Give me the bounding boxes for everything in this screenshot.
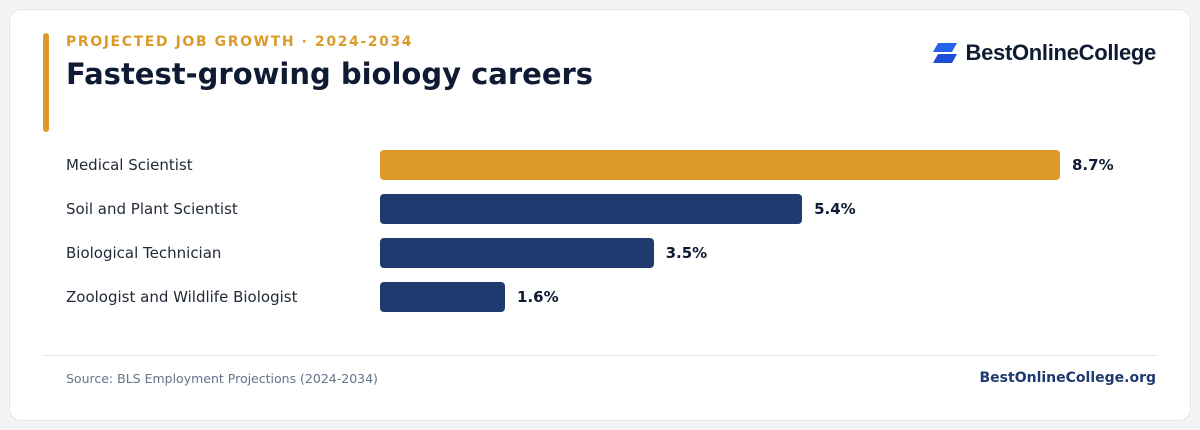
- value-label: 1.6%: [517, 288, 559, 306]
- header-accent-bar: [43, 33, 49, 132]
- bar-chart: Medical Scientist 8.7% Soil and Plant Scie…: [66, 150, 1114, 312]
- chart-title: Fastest-growing biology careers: [66, 57, 594, 91]
- bar: [380, 150, 1060, 180]
- category-label: Biological Technician: [66, 244, 222, 262]
- category-label: Soil and Plant Scientist: [66, 200, 238, 218]
- brand-logo: BestOnlineCollege: [932, 40, 1157, 66]
- bar: [380, 282, 506, 312]
- brand-logo-icon: [932, 43, 957, 63]
- chart-eyebrow: PROJECTED JOB GROWTH · 2024-2034: [66, 34, 414, 50]
- value-label: 5.4%: [814, 200, 856, 218]
- value-label: 8.7%: [1072, 156, 1114, 174]
- footer-divider: [43, 355, 1157, 356]
- category-label: Zoologist and Wildlife Biologist: [66, 288, 298, 306]
- bar: [380, 194, 803, 224]
- value-label: 3.5%: [665, 244, 708, 262]
- category-label: Medical Scientist: [66, 156, 193, 174]
- site-credit: BestOnlineCollege.org: [979, 370, 1156, 386]
- brand-name: BestOnlineCollege: [965, 40, 1157, 65]
- source-note: Source: BLS Employment Projections (2024…: [66, 371, 378, 386]
- bar: [380, 238, 654, 268]
